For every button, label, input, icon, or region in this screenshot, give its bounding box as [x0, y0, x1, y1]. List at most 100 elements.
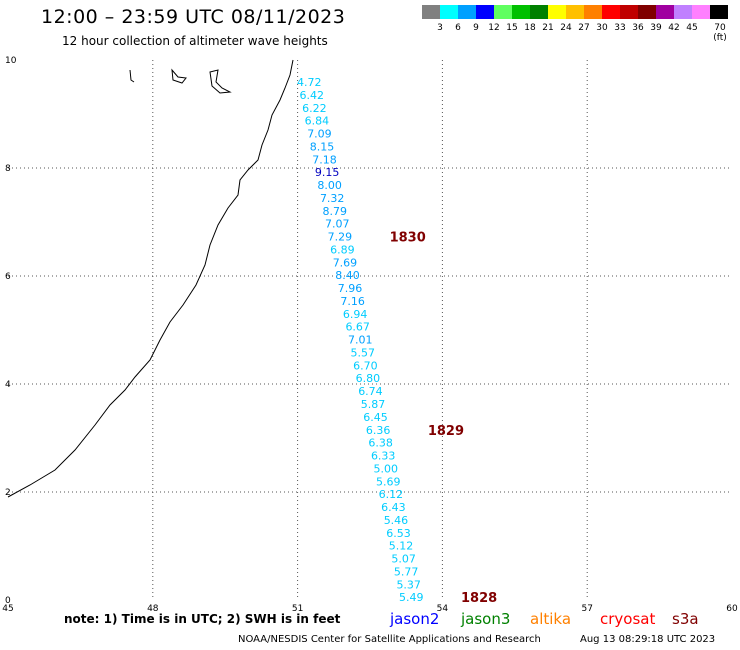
credit-text: NOAA/NESDIS Center for Satellite Applica…: [238, 634, 541, 645]
swh-value-label: 6.53: [386, 527, 411, 540]
swh-value-label: 5.00: [374, 462, 399, 475]
swh-value-label: 7.07: [325, 218, 350, 231]
swh-value-label: 6.89: [330, 243, 355, 256]
scale-label: 33: [614, 23, 626, 33]
scale-swatch: [602, 5, 620, 19]
scale-label: 36: [632, 23, 644, 33]
swh-value-label: 8.15: [310, 140, 335, 153]
scale-swatch: [692, 5, 710, 19]
scale-swatch: [530, 5, 548, 19]
scale-label: 15: [506, 23, 518, 33]
swh-value-label: 5.57: [351, 346, 376, 359]
scale-swatch: [422, 5, 440, 19]
y-tick-label: 2: [5, 488, 11, 498]
scale-swatch: [476, 5, 494, 19]
swh-value-label: 7.29: [328, 231, 353, 244]
swh-value-label: 6.43: [381, 501, 406, 514]
scale-swatch: [458, 5, 476, 19]
swh-value-label: 5.12: [389, 540, 414, 553]
swh-value-label: 8.00: [317, 179, 342, 192]
swh-value-label: 7.09: [307, 128, 332, 141]
satellite-s3a: s3a: [672, 610, 699, 628]
timestamp-text: Aug 13 08:29:18 UTC 2023: [580, 634, 716, 645]
swh-value-label: 4.72: [297, 76, 322, 89]
scale-label: 6: [455, 23, 461, 33]
swh-value-label: 5.07: [391, 553, 416, 566]
swh-value-label: 6.94: [343, 308, 368, 321]
x-tick-label: 60: [726, 604, 738, 614]
swh-value-label: 6.36: [366, 424, 391, 437]
satellite-jason3: jason3: [461, 610, 511, 628]
swh-value-label: 5.77: [394, 565, 419, 578]
y-tick-label: 0: [5, 596, 11, 606]
satellite-altika: altika: [530, 610, 572, 628]
swh-value-label: 5.69: [376, 475, 401, 488]
swh-value-label: 7.16: [340, 295, 365, 308]
time-label: 1830: [390, 231, 426, 246]
x-tick-label: 45: [2, 604, 13, 614]
swh-value-label: 6.42: [300, 89, 325, 102]
y-tick-label: 10: [5, 56, 17, 66]
scale-label: 3: [437, 23, 443, 33]
scale-label: 70 (ft): [713, 23, 727, 43]
satellite-jason2: jason2: [390, 610, 440, 628]
swh-value-label: 5.46: [384, 514, 409, 527]
scale-label: 27: [578, 23, 590, 33]
time-label: 1829: [428, 424, 464, 439]
y-tick-label: 6: [5, 272, 11, 282]
scale-label: 42: [668, 23, 680, 33]
swh-value-label: 7.69: [333, 256, 358, 269]
scale-swatch: [620, 5, 638, 19]
swh-value-label: 6.80: [356, 372, 381, 385]
swh-value-label: 6.84: [305, 115, 330, 128]
scale-label: 24: [560, 23, 572, 33]
swh-value-label: 7.01: [348, 334, 373, 347]
swh-value-label: 7.32: [320, 192, 345, 205]
y-tick-label: 4: [5, 380, 11, 390]
x-tick-label: 54: [437, 604, 449, 614]
scale-swatch: [494, 5, 512, 19]
swh-value-label: 7.18: [312, 153, 337, 166]
scale-label: 39: [650, 23, 662, 33]
swh-value-label: 8.40: [335, 269, 360, 282]
scale-label: 45: [686, 23, 698, 33]
map-subtitle: 12 hour collection of altimeter wave hei…: [62, 34, 328, 48]
scale-label: 30: [596, 23, 608, 33]
swh-value-label: 8.79: [323, 205, 348, 218]
y-tick-label: 8: [5, 164, 11, 174]
scale-label: 21: [542, 23, 554, 33]
swh-value-label: 6.45: [363, 411, 388, 424]
coastline: [7, 59, 294, 498]
swh-value-label: 6.70: [353, 359, 378, 372]
swh-value-label: 6.38: [368, 437, 393, 450]
swh-value-label: 6.74: [358, 385, 383, 398]
swh-value-label: 6.12: [379, 488, 404, 501]
scale-swatch: [512, 5, 530, 19]
swh-value-label: 5.87: [361, 398, 386, 411]
scale-label: 9: [473, 23, 479, 33]
swh-value-label: 6.67: [345, 321, 370, 334]
time-label: 1828: [461, 591, 497, 606]
scale-swatch: [638, 5, 656, 19]
swh-value-label: 5.49: [399, 591, 424, 604]
swh-value-label: 7.96: [338, 282, 363, 295]
x-tick-label: 48: [147, 604, 159, 614]
scale-swatch: [548, 5, 566, 19]
island-outline: [209, 69, 232, 94]
swh-value-label: 5.37: [396, 578, 421, 591]
scale-swatch: [656, 5, 674, 19]
note-text: note: 1) Time is in UTC; 2) SWH is in fe…: [64, 612, 341, 626]
island-outline: [129, 69, 135, 83]
scale-label: 18: [524, 23, 536, 33]
satellite-cryosat: cryosat: [600, 610, 656, 628]
scale-swatch: [674, 5, 692, 19]
scale-swatch: [566, 5, 584, 19]
swh-value-label: 6.33: [371, 450, 396, 463]
island-outline: [171, 68, 187, 84]
x-tick-label: 57: [581, 604, 592, 614]
scale-swatch: [710, 5, 728, 19]
swh-value-label: 9.15: [315, 166, 340, 179]
x-tick-label: 51: [292, 604, 303, 614]
scale-label: 12: [488, 23, 500, 33]
